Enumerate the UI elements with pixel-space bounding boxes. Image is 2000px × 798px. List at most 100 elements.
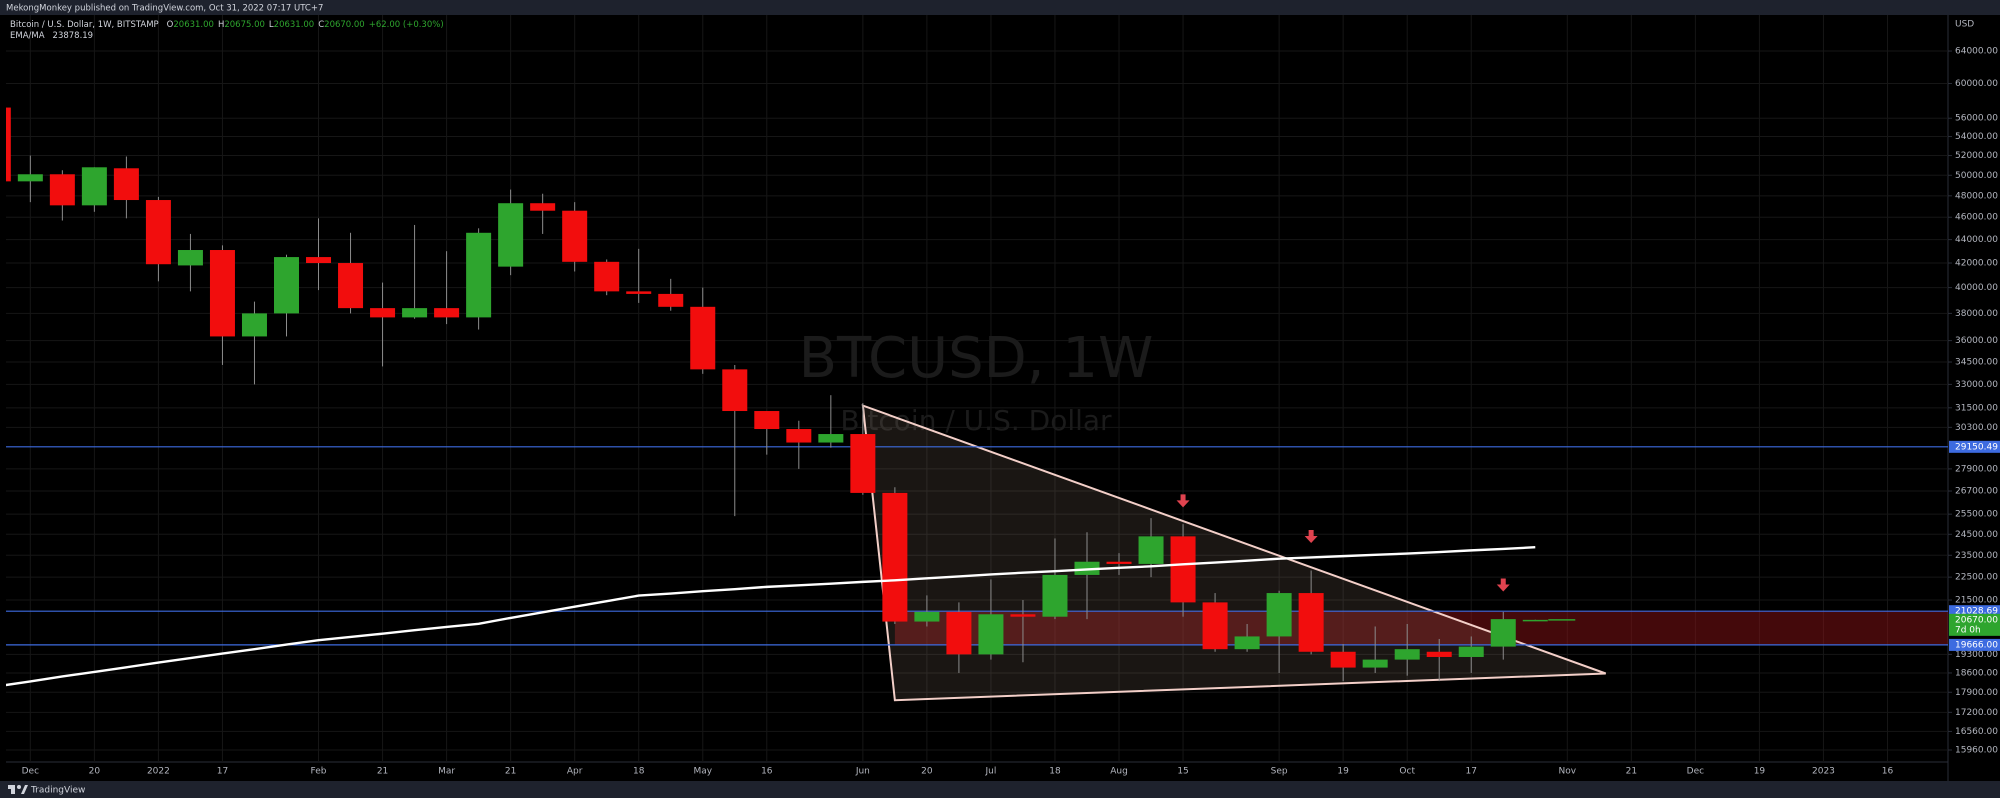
y-tick-label: 30300.00 xyxy=(1955,423,1998,433)
candle-body xyxy=(145,200,171,265)
candle-body xyxy=(978,614,1004,655)
candle-body xyxy=(241,313,267,337)
candle-body xyxy=(273,257,299,314)
y-tick-label: 36000.00 xyxy=(1955,336,1998,346)
x-tick-label: 21 xyxy=(1626,767,1637,777)
candle-body xyxy=(818,434,844,443)
y-tick-label: 56000.00 xyxy=(1955,114,1998,124)
price-label: 19666.00 xyxy=(1955,640,1998,650)
field-prefix: C xyxy=(318,20,324,30)
y-tick-label: 54000.00 xyxy=(1955,132,1998,142)
arrow-marker xyxy=(1496,578,1510,592)
axes: USD 64000.00 60000.00 56000.00 54000.00 5200… xyxy=(22,20,2000,777)
candle-body xyxy=(786,429,812,443)
arrow-marker xyxy=(1176,494,1190,508)
change: +62.00 (+0.30%) xyxy=(369,20,444,30)
candle-body xyxy=(17,174,43,182)
y-tick-label: 50000.00 xyxy=(1955,171,1998,181)
y-tick-label: 21500.00 xyxy=(1955,596,1998,606)
x-tick-label: 19 xyxy=(1337,767,1349,777)
price-label: 29150.49 xyxy=(1955,442,1998,452)
y-tick-label: 16560.00 xyxy=(1955,727,1998,737)
candle-body xyxy=(722,369,748,412)
y-tick-label: 18600.00 xyxy=(1955,668,1998,678)
field-value: 20675.00 xyxy=(224,20,265,30)
x-tick-label: 21 xyxy=(377,767,388,777)
candle-body xyxy=(1138,536,1164,564)
candle-body xyxy=(594,261,620,292)
candle-body xyxy=(370,308,396,318)
x-tick-label: 21 xyxy=(505,767,516,777)
y-tick-label: 17200.00 xyxy=(1955,708,1998,718)
y-tick-label: 48000.00 xyxy=(1955,191,1998,201)
last-price-box xyxy=(1949,613,2000,636)
candle-body xyxy=(658,293,684,307)
candle-body xyxy=(6,107,11,182)
y-tick-label: 33000.00 xyxy=(1955,380,1998,390)
candle-body xyxy=(914,611,940,622)
candle-body xyxy=(1266,593,1292,637)
x-tick-label: Aug xyxy=(1110,767,1128,777)
bottom-bar xyxy=(0,781,2000,798)
y-tick-label: 60000.00 xyxy=(1955,79,1998,89)
overlays xyxy=(6,494,1576,687)
x-tick-label: Apr xyxy=(567,767,583,777)
x-tick-label: Jun xyxy=(855,767,870,777)
x-tick-label: 17 xyxy=(217,767,228,777)
price-label-box xyxy=(1949,440,2000,453)
candle-body xyxy=(306,257,332,264)
triangle xyxy=(861,404,1607,702)
candle-body xyxy=(498,203,524,267)
x-tick-label: Jul xyxy=(985,767,997,777)
candle-body xyxy=(81,167,107,206)
y-tick-label: 52000.00 xyxy=(1955,151,1998,161)
y-tick-label: 46000.00 xyxy=(1955,213,1998,223)
y-tick-label: 27900.00 xyxy=(1955,464,1998,474)
x-tick-label: 16 xyxy=(761,767,773,777)
candle-body xyxy=(562,210,588,262)
field-prefix: O xyxy=(167,20,174,30)
candle-body xyxy=(1490,619,1516,647)
candle-body xyxy=(1426,651,1452,657)
x-tick-label: Feb xyxy=(311,767,327,777)
candle-body xyxy=(754,411,780,430)
x-tick-label: Dec xyxy=(1687,767,1704,777)
candle-body xyxy=(1298,593,1324,652)
footer-brand: TradingView xyxy=(30,786,85,796)
y-tick-label: 17900.00 xyxy=(1955,688,1998,698)
x-tick-label: Oct xyxy=(1399,767,1415,777)
x-tick-label: Mar xyxy=(438,767,455,777)
drawings xyxy=(6,404,1948,702)
x-tick-label: 15 xyxy=(1177,767,1188,777)
grid xyxy=(6,15,1948,762)
published-note: MekongMonkey published on TradingView.co… xyxy=(6,4,323,14)
candle-body xyxy=(466,232,492,318)
countdown: 7d 0h xyxy=(1955,625,1981,635)
y-tick-label: 24500.00 xyxy=(1955,530,1998,540)
x-tick-label: 20 xyxy=(921,767,933,777)
candle-body xyxy=(1458,646,1484,657)
field-prefix: H xyxy=(218,20,224,30)
candle-body xyxy=(1042,574,1068,617)
indicator-value: 23878.19 xyxy=(53,31,94,41)
symbol: Bitcoin / U.S. Dollar, 1W, BITSTAMP xyxy=(10,20,159,30)
candle-body xyxy=(338,263,364,309)
x-tick-label: 18 xyxy=(1049,767,1061,777)
candle-body xyxy=(434,308,460,318)
last-price-label: 20670.00 xyxy=(1955,615,1998,625)
candle-body xyxy=(1522,619,1548,622)
zone xyxy=(894,611,1948,645)
candle-body xyxy=(1170,536,1196,603)
indicator-name: EMA/MA xyxy=(10,31,45,41)
currency-label: USD xyxy=(1955,20,1974,30)
price-label: 21028.69 xyxy=(1955,607,1998,617)
candle-body xyxy=(1106,561,1132,564)
y-tick-label: 23500.00 xyxy=(1955,551,1998,561)
candle-body xyxy=(1362,659,1388,668)
candle-body xyxy=(946,611,972,655)
candle-body xyxy=(1330,651,1356,668)
top-bar xyxy=(0,0,2000,15)
x-tick-label: 20 xyxy=(89,767,101,777)
arrow-marker xyxy=(1304,529,1318,543)
